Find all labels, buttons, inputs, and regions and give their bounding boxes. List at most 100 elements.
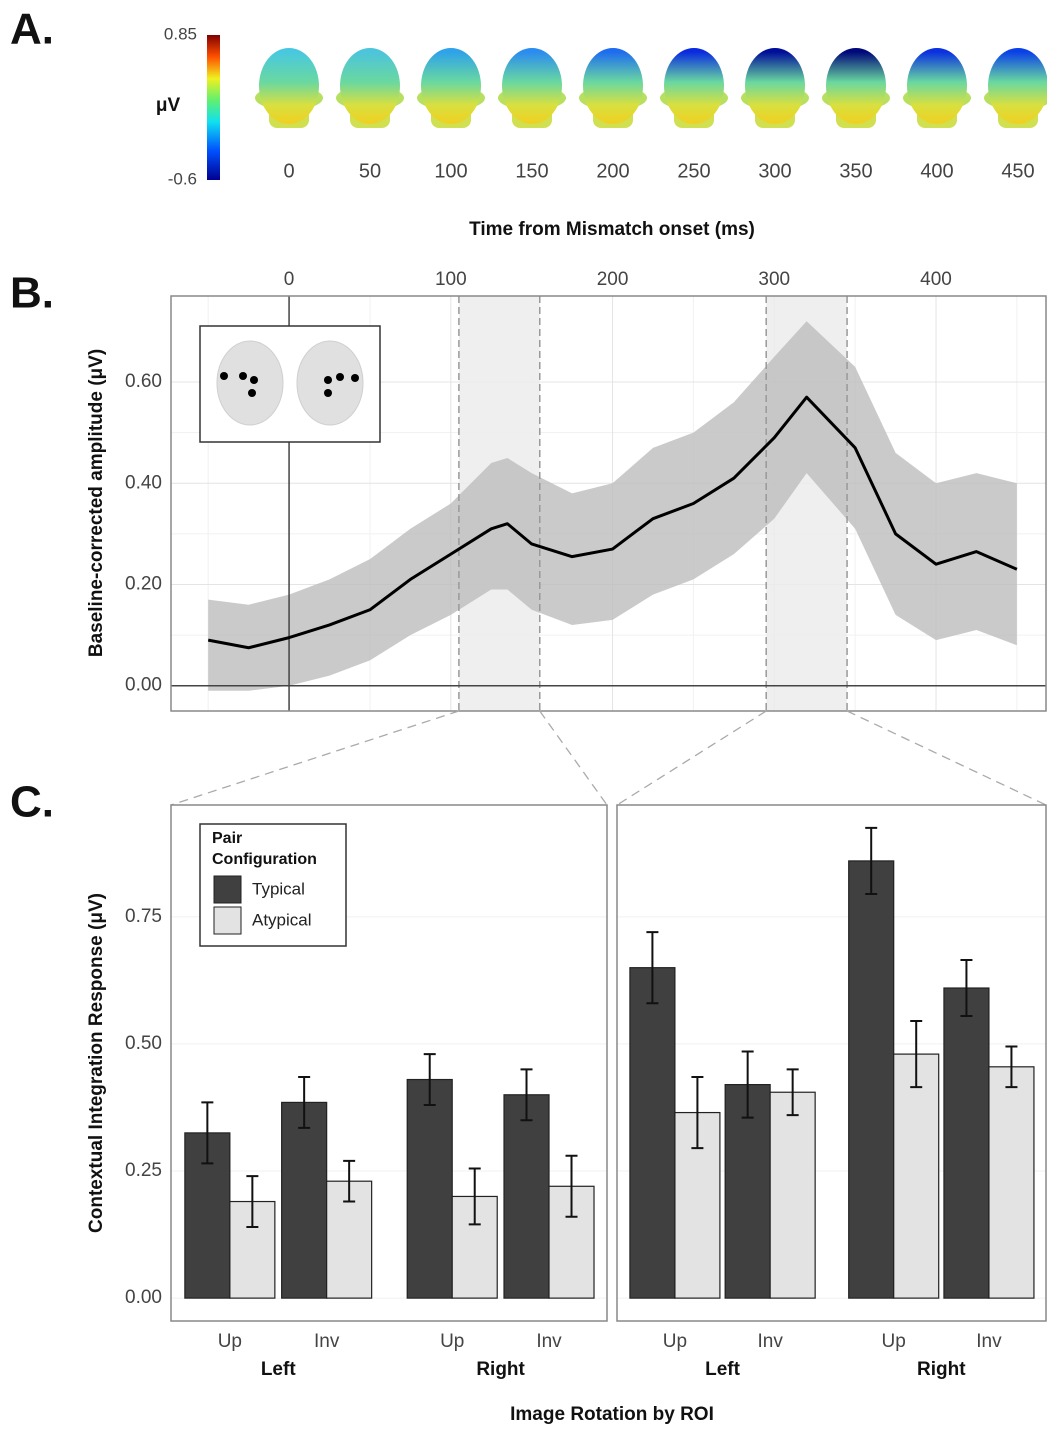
error-bar [201,1101,214,1165]
x-tick-label: 400 [920,160,953,182]
bar [848,860,895,1299]
scalp-map [988,48,1047,124]
group-label: Left [705,1359,741,1380]
plot-border [170,804,608,1322]
x-tick-label: Up [882,1331,906,1352]
x-tick-label: Inv [314,1331,340,1352]
scalp-map [664,48,724,124]
error-bar [741,1050,754,1119]
x-tick-label: 200 [597,269,629,290]
bar [943,987,990,1299]
zoom-connector [616,710,767,806]
electrode [248,389,256,397]
error-bar [520,1068,533,1122]
error-bar [910,1020,923,1089]
y-axis-title: Baseline-corrected amplitude (μV) [86,349,107,657]
colorbar [207,35,220,180]
panel-letter: A. [10,5,54,54]
electrode [351,374,359,382]
error-bar [423,1053,436,1106]
scalp-map [502,48,562,124]
bar [503,1094,550,1299]
scalp-map [907,48,967,124]
scalp-map [826,48,886,124]
group-label: Left [261,1359,297,1380]
legend-title: Pair Configuration [212,830,317,868]
error-bar [646,931,659,1005]
bar [769,1091,816,1299]
x-tick-label: 300 [758,160,791,182]
y-tick-label: 0.75 [125,906,162,927]
bar [406,1078,453,1299]
y-axis-title: Contextual Integration Response (μV) [86,893,107,1233]
error-bar [565,1154,578,1218]
y-tick-label: 0.60 [125,371,162,392]
x-tick-label: 350 [839,160,872,182]
bar [724,1084,771,1299]
x-tick-label: Inv [976,1331,1002,1352]
x-tick-label: 150 [515,160,548,182]
error-bar [786,1068,799,1117]
confidence-band [208,321,1017,691]
electrode [220,372,228,380]
scalp-map [259,48,319,124]
group-label: Right [917,1359,966,1380]
group-label: Right [476,1359,525,1380]
plot-border [616,804,1047,1322]
inset-head [216,340,284,426]
x-tick-label: 100 [435,269,467,290]
bar [629,967,676,1299]
x-axis-title: Image Rotation by ROI [510,1404,714,1425]
bar [988,1066,1035,1299]
legend-key [213,875,242,904]
error-bar [298,1075,311,1129]
x-tick-label: 200 [596,160,629,182]
electrode [324,389,332,397]
y-tick-label: 0.40 [125,472,162,493]
legend-key [213,906,242,935]
scalp-map [745,48,805,124]
zoom-connector [539,710,608,806]
colorbar-tick-label: 0.85 [164,24,197,43]
x-tick-label: 100 [434,160,467,182]
panel-letter: B. [10,269,54,318]
x-tick-label: 300 [758,269,790,290]
scalp-map [421,48,481,124]
colorbar-tick-label: -0.6 [168,169,197,188]
x-tick-label: Up [440,1331,464,1352]
y-tick-label: 0.00 [125,1287,162,1308]
x-tick-label: 400 [920,269,952,290]
electrode [336,373,344,381]
electrode [239,372,247,380]
x-tick-label: 450 [1001,160,1034,182]
x-tick-label: Up [218,1331,242,1352]
scalp-map [340,48,400,124]
error-bar [468,1167,481,1226]
x-axis-title: Time from Mismatch onset (ms) [469,219,755,240]
error-bar [960,959,973,1017]
error-bar [691,1075,704,1150]
mean-line [207,395,1018,650]
zoom-connector [170,710,460,806]
x-tick-label: Up [663,1331,687,1352]
x-tick-label: Inv [757,1331,783,1352]
panel-letter: C. [10,778,54,827]
x-tick-label: 0 [284,269,295,290]
legend-label: Typical [252,879,305,898]
error-bar [865,826,878,895]
legend-label: Atypical [252,910,312,929]
error-bar [1005,1045,1018,1089]
bar [281,1101,328,1299]
y-tick-label: 0.00 [125,675,162,696]
scalp-map [583,48,643,124]
x-tick-label: 250 [677,160,710,182]
zoom-connector [846,710,1047,806]
error-bar [246,1175,259,1228]
electrode [324,376,332,384]
x-tick-label: 0 [283,160,294,182]
y-tick-label: 0.25 [125,1160,162,1181]
bar [893,1053,940,1299]
error-bar [343,1159,356,1203]
